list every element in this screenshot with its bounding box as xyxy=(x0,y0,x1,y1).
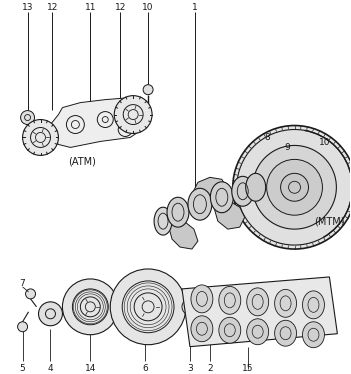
Text: 12: 12 xyxy=(47,3,58,12)
Circle shape xyxy=(39,302,62,326)
Text: 15: 15 xyxy=(242,364,253,373)
Polygon shape xyxy=(214,201,245,229)
Text: (ATM): (ATM) xyxy=(68,156,96,166)
Polygon shape xyxy=(192,177,228,204)
Text: 3: 3 xyxy=(187,364,193,373)
Text: 2: 2 xyxy=(207,364,213,373)
Circle shape xyxy=(237,129,351,245)
Circle shape xyxy=(110,269,186,345)
Ellipse shape xyxy=(191,285,213,313)
Text: 1: 1 xyxy=(192,3,198,12)
Text: 13: 13 xyxy=(22,3,33,12)
Text: 5: 5 xyxy=(20,364,26,373)
Text: 9: 9 xyxy=(285,143,290,152)
Ellipse shape xyxy=(232,176,254,206)
Circle shape xyxy=(26,289,35,299)
Circle shape xyxy=(319,144,329,154)
Text: 4: 4 xyxy=(48,364,53,373)
Circle shape xyxy=(143,85,153,95)
Circle shape xyxy=(62,279,118,335)
Text: 14: 14 xyxy=(85,364,96,373)
Text: 8: 8 xyxy=(265,133,271,142)
Circle shape xyxy=(21,111,34,125)
Ellipse shape xyxy=(188,188,212,220)
Polygon shape xyxy=(168,221,198,249)
Ellipse shape xyxy=(210,182,233,213)
Circle shape xyxy=(22,120,59,156)
Ellipse shape xyxy=(219,317,241,343)
Text: (MTM): (MTM) xyxy=(314,216,345,226)
Text: 12: 12 xyxy=(114,3,126,12)
Ellipse shape xyxy=(219,286,241,314)
Circle shape xyxy=(114,96,152,134)
Polygon shape xyxy=(182,277,337,347)
Text: 6: 6 xyxy=(142,364,148,373)
Circle shape xyxy=(205,302,215,312)
Text: 10: 10 xyxy=(143,3,154,12)
Text: 7: 7 xyxy=(20,279,26,288)
Ellipse shape xyxy=(191,316,213,342)
Circle shape xyxy=(253,145,336,229)
Text: 11: 11 xyxy=(85,3,96,12)
Circle shape xyxy=(267,159,323,215)
Circle shape xyxy=(274,153,285,162)
Circle shape xyxy=(280,173,309,201)
Ellipse shape xyxy=(246,173,266,201)
Ellipse shape xyxy=(274,289,297,317)
Polygon shape xyxy=(51,98,148,147)
Ellipse shape xyxy=(303,291,324,319)
Circle shape xyxy=(18,322,28,332)
Ellipse shape xyxy=(154,207,172,235)
Ellipse shape xyxy=(274,320,297,346)
Circle shape xyxy=(182,299,198,315)
Ellipse shape xyxy=(303,322,324,348)
Ellipse shape xyxy=(167,197,189,227)
Ellipse shape xyxy=(247,288,269,316)
Ellipse shape xyxy=(247,319,269,345)
Circle shape xyxy=(233,126,351,249)
Text: 10: 10 xyxy=(319,138,330,147)
